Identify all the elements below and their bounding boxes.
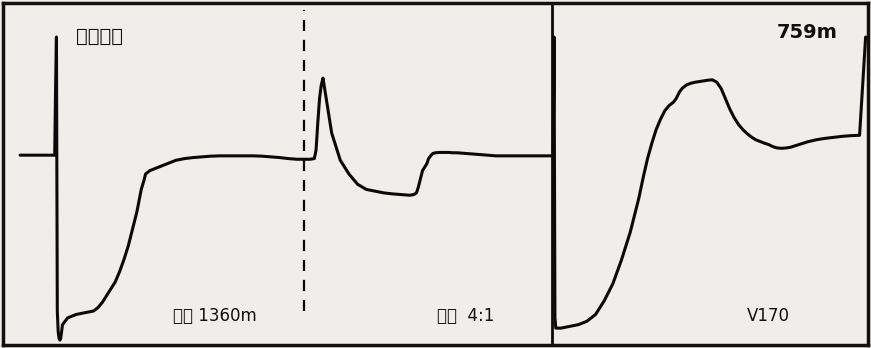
Text: V170: V170 <box>747 307 790 325</box>
Text: 范围 1360m: 范围 1360m <box>173 307 257 325</box>
Text: 比例  4:1: 比例 4:1 <box>437 307 495 325</box>
Text: 脉冲电流: 脉冲电流 <box>77 27 124 46</box>
Text: 759m: 759m <box>777 23 838 42</box>
